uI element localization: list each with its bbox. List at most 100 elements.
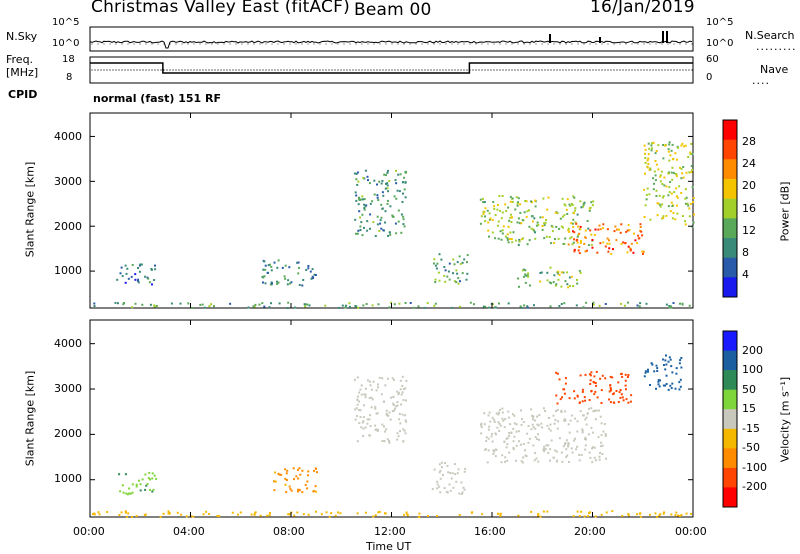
echo-point bbox=[355, 178, 358, 181]
echo-point bbox=[382, 400, 385, 403]
echo-point bbox=[309, 270, 312, 273]
nsearch-point bbox=[463, 43, 465, 45]
echo-point bbox=[656, 202, 659, 205]
echo-point bbox=[349, 305, 351, 308]
echo-point bbox=[498, 408, 501, 411]
y-axis-ticks bbox=[90, 135, 693, 481]
freq-panel-frame bbox=[89, 56, 694, 84]
echo-point bbox=[676, 196, 679, 199]
nave-point bbox=[565, 69, 567, 71]
echo-point bbox=[647, 163, 650, 165]
echo-point bbox=[569, 204, 572, 207]
echo-point bbox=[557, 420, 559, 423]
echo-point bbox=[576, 235, 579, 238]
echo-point bbox=[307, 267, 310, 270]
echo-point bbox=[588, 407, 590, 410]
echo-point bbox=[487, 221, 490, 224]
echo-point bbox=[574, 417, 577, 420]
echo-point bbox=[397, 435, 400, 438]
nave-point bbox=[421, 69, 423, 71]
velocity-panel-frame bbox=[89, 319, 694, 518]
echo-point bbox=[537, 514, 540, 517]
nsearch-label: N.Search bbox=[745, 29, 795, 42]
nave-point bbox=[601, 69, 603, 71]
echo-point bbox=[355, 415, 358, 417]
echo-point bbox=[443, 266, 446, 268]
nsearch-point bbox=[103, 43, 105, 45]
nsearch-point bbox=[655, 43, 657, 45]
echo-point bbox=[627, 401, 630, 404]
echo-point bbox=[600, 441, 603, 444]
echo-point bbox=[378, 180, 381, 183]
echo-point bbox=[135, 485, 138, 488]
nsearch-point bbox=[271, 43, 273, 45]
nsearch-point bbox=[691, 43, 693, 45]
echo-point bbox=[546, 424, 549, 427]
echo-point bbox=[434, 278, 437, 281]
echo-point bbox=[266, 271, 269, 274]
echo-point bbox=[364, 396, 367, 399]
nsearch-point bbox=[277, 43, 279, 45]
nave-point bbox=[526, 69, 528, 71]
echo-point bbox=[448, 278, 451, 281]
nsearch-point bbox=[535, 43, 537, 45]
nave-point bbox=[238, 69, 240, 71]
nave-point bbox=[532, 69, 534, 71]
echo-point bbox=[528, 437, 531, 440]
nsearch-point bbox=[163, 43, 165, 45]
echo-point bbox=[591, 447, 594, 450]
echo-point bbox=[433, 262, 435, 265]
echo-point bbox=[659, 205, 662, 208]
echo-point bbox=[659, 175, 662, 178]
nave-point bbox=[454, 69, 456, 71]
echo-point bbox=[384, 430, 387, 433]
nave-point bbox=[241, 69, 243, 71]
power-colorbar-swatch bbox=[723, 179, 737, 200]
nave-point bbox=[553, 69, 555, 71]
echo-point bbox=[598, 304, 601, 307]
echo-point bbox=[576, 394, 579, 397]
echo-point bbox=[106, 511, 109, 513]
echo-point bbox=[436, 483, 439, 486]
nave-point bbox=[544, 69, 546, 71]
echo-point bbox=[525, 274, 528, 277]
echo-point bbox=[302, 513, 305, 516]
echo-point bbox=[590, 201, 593, 204]
echo-point bbox=[518, 222, 521, 225]
nave-point bbox=[280, 69, 282, 71]
echo-point bbox=[495, 412, 498, 415]
echo-point bbox=[367, 379, 369, 382]
echo-point bbox=[162, 512, 165, 515]
nave-point bbox=[133, 69, 135, 71]
echo-point bbox=[591, 239, 594, 241]
echo-point bbox=[534, 231, 536, 234]
echo-point bbox=[582, 306, 585, 309]
echo-point bbox=[313, 490, 316, 493]
echo-point bbox=[558, 227, 561, 230]
echo-point bbox=[554, 211, 557, 214]
nave-point bbox=[616, 69, 618, 71]
echo-point bbox=[292, 467, 295, 470]
echo-point bbox=[397, 393, 400, 396]
echo-point bbox=[374, 424, 377, 427]
echo-point bbox=[124, 510, 127, 513]
echo-point bbox=[539, 515, 542, 518]
echo-point bbox=[643, 188, 646, 191]
echo-point bbox=[644, 152, 646, 155]
echo-point bbox=[388, 180, 391, 182]
echo-point bbox=[388, 440, 391, 442]
nsearch-point bbox=[613, 43, 615, 45]
power-colorbar-swatch bbox=[723, 120, 737, 141]
echo-point bbox=[573, 250, 576, 253]
echo-point bbox=[622, 241, 625, 244]
echo-point bbox=[524, 269, 527, 272]
echo-point bbox=[153, 474, 156, 477]
nave-point bbox=[103, 69, 105, 71]
echo-point bbox=[286, 283, 289, 286]
echo-point bbox=[581, 390, 584, 393]
echo-point bbox=[667, 194, 670, 197]
velocity-scatter bbox=[92, 354, 693, 518]
echo-point bbox=[557, 270, 560, 273]
echo-point bbox=[609, 375, 612, 378]
nsearch-point bbox=[205, 43, 207, 45]
